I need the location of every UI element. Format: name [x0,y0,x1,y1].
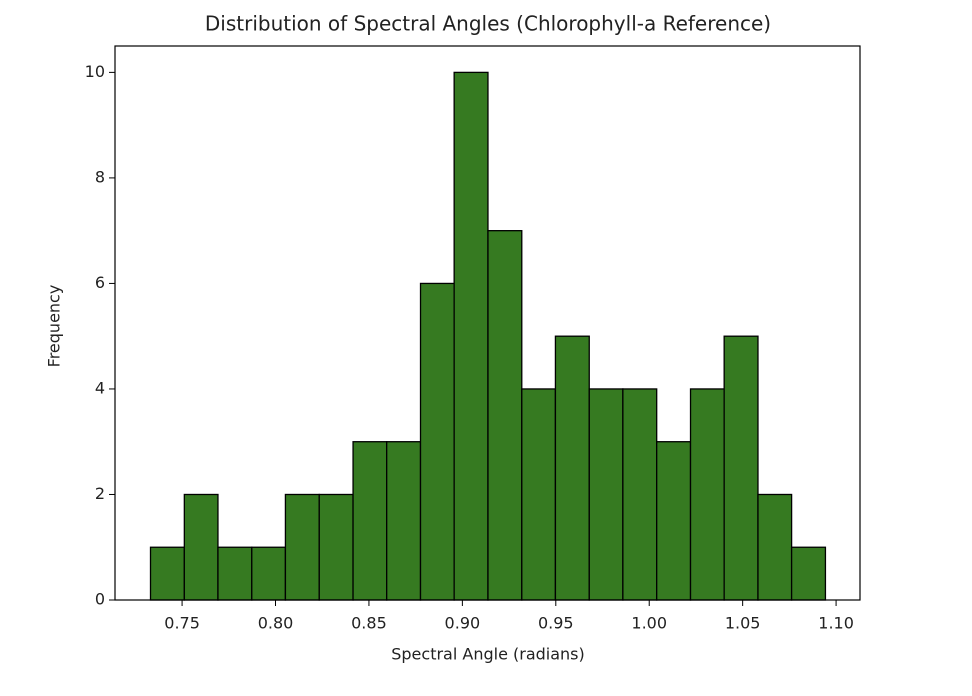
bar [284,493,320,601]
bar [386,441,422,601]
x-tick-label: 0.95 [538,614,574,633]
bar [419,282,455,601]
plot-frame [114,45,861,601]
x-tick-label: 0.85 [351,614,387,633]
bar [723,335,759,601]
y-tick-label: 6 [95,273,105,292]
bar [554,335,590,601]
x-axis-label: Spectral Angle (radians) [391,645,585,664]
bar [487,230,523,601]
bar [689,388,725,601]
bar [217,546,253,601]
y-tick-label: 4 [95,378,105,397]
x-tick-label: 1.10 [818,614,854,633]
x-tick-label: 0.90 [445,614,481,633]
x-tick-label: 0.75 [164,614,200,633]
x-tick-label: 1.05 [725,614,761,633]
bar [183,493,219,601]
chart-title: Distribution of Spectral Angles (Chlorop… [205,12,771,36]
bar [149,546,185,601]
x-tick-label: 1.00 [631,614,667,633]
bar [251,546,287,601]
bar [453,71,489,601]
bar [588,388,624,601]
x-tick-label: 0.80 [258,614,294,633]
y-tick-label: 2 [95,484,105,503]
bar [352,441,388,601]
bar [521,388,557,601]
y-axis-label: Frequency [45,285,64,368]
y-tick-label: 0 [95,590,105,609]
bar [622,388,658,601]
bar [318,493,354,601]
bar [790,546,827,601]
y-tick-label: 10 [85,62,105,81]
bar [757,493,793,601]
y-tick-label: 8 [95,167,105,186]
bar [656,441,692,601]
